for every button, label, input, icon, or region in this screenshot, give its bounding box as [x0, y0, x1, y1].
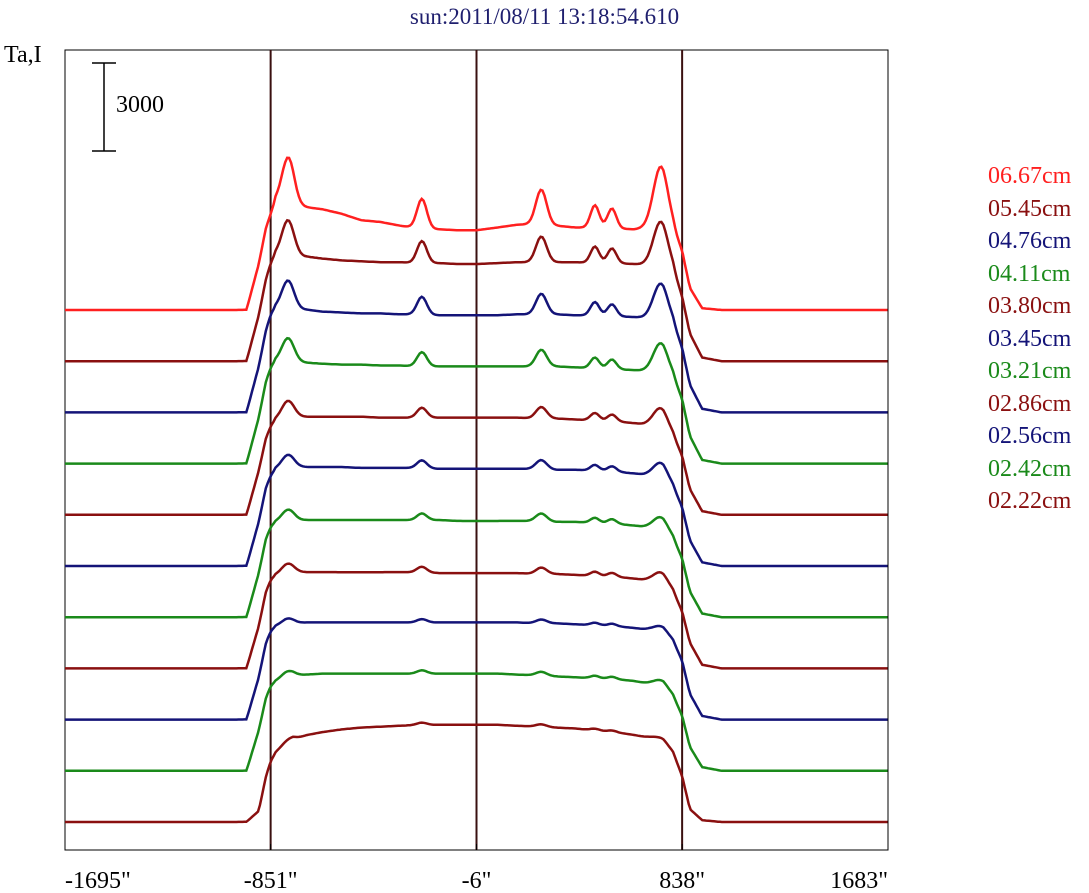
legend-entry-05.45cm: 05.45cm: [988, 195, 1072, 222]
x-tick-label-1: -851": [244, 868, 298, 893]
legend-entry-04.11cm: 04.11cm: [988, 260, 1071, 287]
series-line-02.22cm: [65, 721, 888, 824]
scale-bar-label: 3000: [116, 92, 164, 118]
legend-entry-02.22cm: 02.22cm: [988, 488, 1072, 514]
legend-entry-06.67cm: 06.67cm: [988, 163, 1072, 189]
series-line-02.86cm: [65, 562, 888, 670]
legend: 06.67cm 05.45cm 04.76cm 04.11cm 03.80cm 03.45…: [988, 160, 1071, 518]
series-line-03.21cm: [65, 508, 888, 619]
legend-entry-02.86cm: 02.86cm: [988, 390, 1072, 417]
legend-entry-03.45cm: 03.45cm: [988, 325, 1072, 352]
series-line-04.76cm: [65, 279, 888, 414]
chart-title: sun:2011/08/11 13:18:54.610: [409, 4, 680, 29]
legend-entry-03.21cm: 03.21cm: [988, 358, 1072, 384]
series-line-02.56cm: [65, 617, 888, 721]
legend-entry-02.56cm: 02.56cm: [988, 423, 1072, 449]
series-line-03.45cm: [65, 453, 888, 568]
series-line-06.67cm: [65, 156, 888, 312]
legend-entry-03.80cm: 03.80cm: [988, 293, 1072, 319]
scale-bar: [92, 62, 116, 152]
x-tick-label-4: 1683": [830, 868, 888, 893]
y-axis-label: Ta,I: [4, 42, 42, 68]
x-tick-label-3: 838": [659, 868, 705, 893]
series-line-03.80cm: [65, 399, 888, 517]
x-tick-label-0: -1695": [65, 868, 131, 893]
series-line-02.42cm: [65, 669, 888, 773]
legend-entry-04.76cm: 04.76cm: [988, 228, 1072, 254]
legend-entry-02.42cm: 02.42cm: [988, 455, 1072, 482]
series-line-04.11cm: [65, 336, 888, 465]
x-tick-label-2: -6": [462, 868, 492, 893]
series-line-05.45cm: [65, 218, 888, 363]
